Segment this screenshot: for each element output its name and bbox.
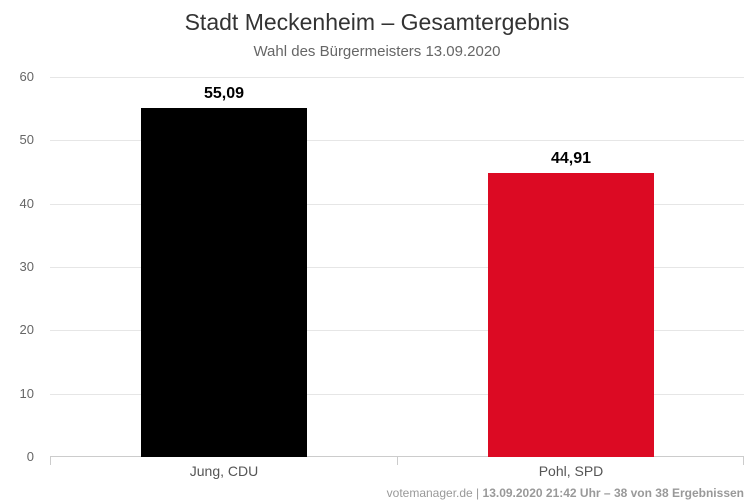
gridline-30 — [50, 267, 744, 268]
footer-status: 13.09.2020 21:42 Uhr – 38 von 38 Ergebni… — [482, 486, 744, 500]
bar-pohl-spd[interactable] — [488, 173, 654, 457]
y-axis-label-40: 40 — [19, 195, 34, 211]
x-axis-tick — [397, 457, 398, 465]
chart-title: Stadt Meckenheim – Gesamtergebnis — [184, 9, 570, 35]
gridline-60 — [50, 77, 744, 78]
bar-value-label-pohl-spd: 44,91 — [550, 150, 592, 167]
chart-footer: votemanager.de | 13.09.2020 21:42 Uhr – … — [387, 486, 744, 500]
gridline-50 — [50, 140, 744, 142]
bar-jung-cdu[interactable] — [141, 108, 307, 457]
gridline-40 — [50, 203, 744, 205]
y-axis-label-20: 20 — [19, 322, 34, 338]
plot-area: 55,09 Jung, CDU 44,91 Pohl, SPD — [50, 77, 744, 479]
gridline-20 — [50, 330, 744, 332]
gridline-10 — [50, 393, 744, 395]
y-axis-label-60: 60 — [19, 69, 34, 84]
x-axis-label-pohl-spd: Pohl, SPD — [538, 463, 604, 479]
y-axis-label-30: 30 — [19, 259, 34, 274]
y-axis-label-0: 0 — [26, 449, 34, 464]
bar-value-label-jung-cdu: 55,09 — [203, 85, 245, 102]
x-axis-line — [50, 456, 744, 457]
y-axis-label-10: 10 — [19, 385, 34, 401]
x-axis-tick — [50, 457, 51, 465]
x-axis-tick — [743, 457, 744, 465]
y-axis-label-50: 50 — [19, 132, 34, 148]
footer-separator: | — [472, 486, 483, 500]
chart-subtitle: Wahl des Bürgermeisters 13.09.2020 — [253, 43, 501, 60]
footer-source-link[interactable]: votemanager.de — [386, 486, 473, 500]
x-axis-label-jung-cdu: Jung, CDU — [189, 463, 259, 479]
